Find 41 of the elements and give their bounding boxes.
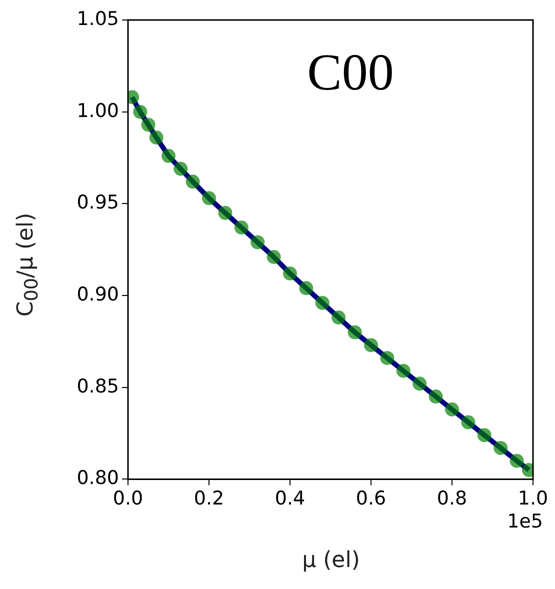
point [396,364,410,378]
x-tick-label: 0.8 [436,488,468,510]
y-tick-label: 0.90 [76,283,119,306]
point [461,415,476,430]
x-tick-label: 0.4 [274,488,306,510]
point [250,235,265,250]
y-tick-label: 0.85 [76,375,119,398]
text: 1e5 [507,510,543,533]
x-tick-label: 0.2 [194,488,224,510]
annotation: C00 [307,44,394,102]
point [133,104,148,119]
point [186,174,200,189]
x-axis-title: μ (el) [301,548,361,573]
point [510,454,524,468]
point [445,402,459,416]
point [348,325,362,340]
point [202,191,216,206]
y-tick-label: 1.05 [76,8,119,30]
x-tick-label: 0.0 [112,488,144,510]
point [234,220,248,235]
point [380,350,394,365]
point [428,390,443,404]
point [477,428,492,442]
y-tick-label: 0.80 [76,467,119,490]
point [218,206,232,220]
point [412,376,427,391]
point [162,148,176,163]
point [174,162,188,176]
point [494,440,508,455]
point [332,310,346,325]
point [266,250,281,264]
x-tick-label: 1.0 [518,488,548,510]
y-tick-label: 1.00 [76,100,119,122]
point [141,118,156,132]
y-tick-label: 0.95 [76,192,119,214]
point [364,338,378,352]
point [299,281,314,296]
x-tick-label: 0.6 [356,488,386,510]
point [283,266,297,280]
point [149,130,164,145]
point [315,296,330,310]
